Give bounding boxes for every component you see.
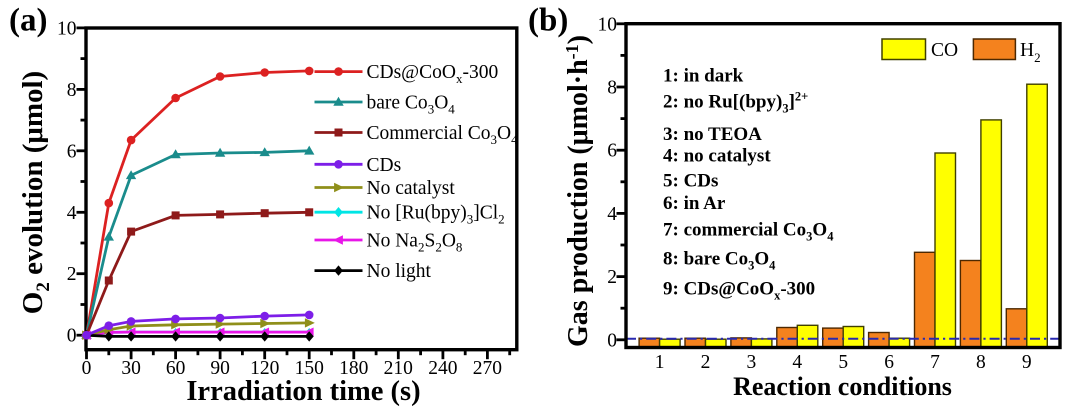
svg-text:O2 evolution (μmol): O2 evolution (μmol) [17, 71, 54, 314]
svg-text:4: 4 [67, 203, 77, 224]
svg-text:1: in dark: 1: in dark [663, 65, 744, 86]
svg-text:No light: No light [367, 261, 432, 282]
svg-text:2: 2 [607, 267, 617, 288]
svg-text:8: 8 [976, 352, 986, 373]
svg-text:5: 5 [838, 352, 848, 373]
svg-text:Commercial Co3O4: Commercial Co3O4 [367, 123, 519, 147]
svg-text:CO: CO [931, 40, 958, 61]
svg-text:0: 0 [67, 326, 77, 347]
svg-text:6: in Ar: 6: in Ar [663, 193, 726, 214]
svg-text:(a): (a) [9, 3, 47, 39]
svg-text:7: 7 [930, 352, 940, 373]
svg-text:8: 8 [607, 78, 617, 99]
svg-text:10: 10 [598, 14, 618, 35]
svg-text:No [Ru(bpy)3]Cl2: No [Ru(bpy)3]Cl2 [367, 203, 505, 227]
svg-text:60: 60 [166, 358, 186, 379]
svg-text:0: 0 [607, 330, 617, 351]
svg-text:No Na2S2O8: No Na2S2O8 [367, 231, 463, 255]
svg-text:0: 0 [82, 358, 92, 379]
svg-text:Reaction conditions: Reaction conditions [733, 372, 952, 401]
svg-text:10: 10 [57, 18, 77, 39]
svg-text:4: 4 [607, 204, 617, 225]
svg-text:4: 4 [792, 352, 802, 373]
svg-text:4: no catalyst: 4: no catalyst [663, 146, 771, 167]
svg-text:1: 1 [655, 352, 665, 373]
svg-text:CDs: CDs [367, 155, 402, 176]
svg-text:2: 2 [67, 264, 77, 285]
svg-text:90: 90 [210, 358, 230, 379]
svg-text:5: CDs: 5: CDs [663, 170, 718, 191]
svg-text:9: CDs@CoOx-300: 9: CDs@CoOx-300 [663, 278, 815, 302]
svg-text:Gas production (μmol·h-1): Gas production (μmol·h-1) [562, 35, 594, 347]
svg-text:7: commercial Co3O4: 7: commercial Co3O4 [663, 220, 834, 244]
svg-text:6: 6 [884, 352, 894, 373]
svg-text:120: 120 [250, 358, 279, 379]
svg-text:CDs@CoOx-300: CDs@CoOx-300 [367, 62, 499, 86]
svg-text:9: 9 [1022, 352, 1032, 373]
svg-text:(b): (b) [528, 3, 568, 39]
svg-text:30: 30 [121, 358, 141, 379]
svg-text:270: 270 [473, 358, 502, 379]
svg-text:180: 180 [339, 358, 368, 379]
svg-text:No catalyst: No catalyst [367, 178, 456, 199]
svg-text:150: 150 [295, 358, 324, 379]
svg-text:3: 3 [747, 352, 757, 373]
svg-text:210: 210 [384, 358, 413, 379]
svg-text:6: 6 [607, 141, 617, 162]
svg-text:bare Co3O4: bare Co3O4 [367, 93, 456, 117]
svg-text:3: no TEOA: 3: no TEOA [663, 124, 762, 145]
svg-text:6: 6 [67, 141, 77, 162]
svg-text:8: bare Co3O4: 8: bare Co3O4 [663, 249, 776, 273]
svg-text:2: 2 [701, 352, 711, 373]
svg-text:8: 8 [67, 80, 77, 101]
svg-text:240: 240 [428, 358, 457, 379]
svg-text:Irradiation time (s): Irradiation time (s) [186, 376, 420, 407]
